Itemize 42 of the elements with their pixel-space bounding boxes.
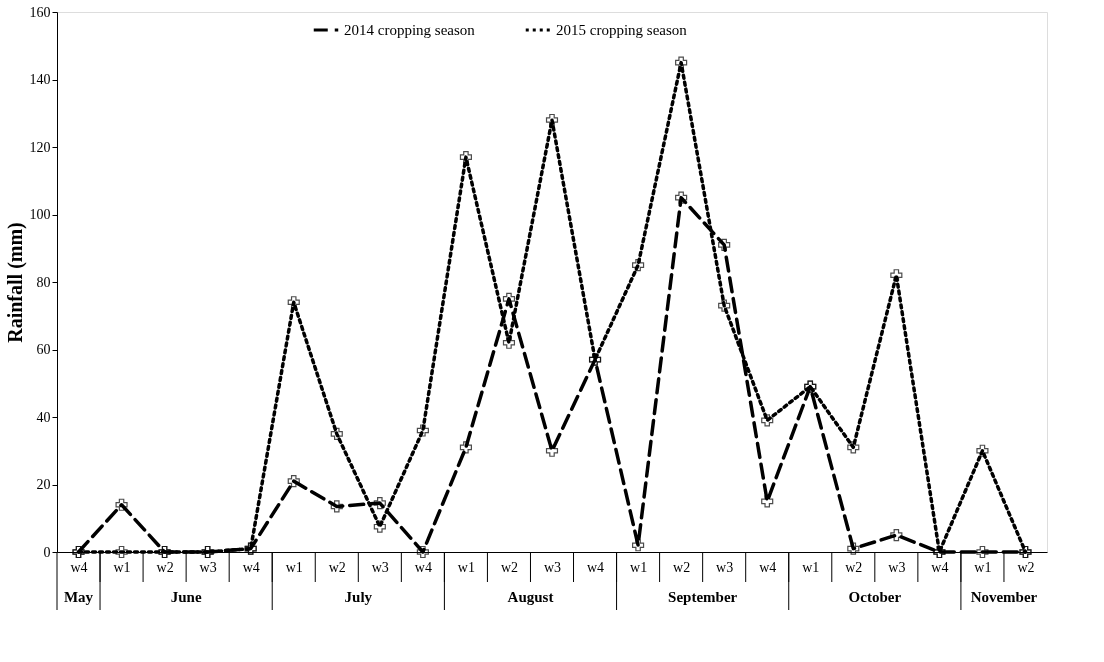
x-tick-label: w4 <box>759 559 777 575</box>
x-tick-label: w3 <box>371 559 389 575</box>
text: June <box>170 589 202 605</box>
x-tick-label: w3 <box>888 559 906 575</box>
y-tick-label: 20 <box>36 477 51 492</box>
x-tick-label: w4 <box>414 559 432 575</box>
legend-label: 2015 cropping season <box>556 22 688 38</box>
x-tick-label: w3 <box>199 559 217 575</box>
y-tick-label: 0 <box>43 544 51 560</box>
x-tick-label: w1 <box>630 559 648 575</box>
x-tick-label: w4 <box>242 559 260 575</box>
x-tick-label: w1 <box>974 559 992 575</box>
x-tick-label: w4 <box>586 559 605 575</box>
y-tick-label: 80 <box>36 274 51 290</box>
y-tick-label: 60 <box>36 342 51 357</box>
x-tick-label: w2 <box>1017 559 1035 575</box>
text: October <box>848 589 902 605</box>
x-tick-label: w1 <box>802 559 820 575</box>
y-tick-label: 140 <box>29 72 51 87</box>
x-tick-label: w3 <box>543 559 562 575</box>
x-tick-label: w1 <box>113 559 131 575</box>
x-tick-label: w3 <box>716 559 734 575</box>
text: September <box>668 589 738 605</box>
x-tick-label: w2 <box>156 559 174 575</box>
x-tick-label: w2 <box>500 559 519 575</box>
y-tick-label: 100 <box>29 207 51 222</box>
text: July <box>344 589 373 605</box>
y-tick-label: 40 <box>36 409 51 425</box>
legend-label: 2014 cropping season <box>344 22 476 38</box>
x-tick-label: w2 <box>673 559 691 575</box>
y-tick-label: 160 <box>29 4 51 20</box>
text: November <box>970 589 1038 605</box>
text: August <box>507 589 554 605</box>
text: May <box>63 589 94 605</box>
y-axis-title: Rainfall (mm) <box>3 222 27 343</box>
x-tick-label: w1 <box>285 559 303 575</box>
y-tick-label: 120 <box>29 139 51 155</box>
x-tick-label: w2 <box>845 559 863 575</box>
x-tick-label: w1 <box>457 559 475 575</box>
x-tick-label: w2 <box>328 559 346 575</box>
x-tick-label: w4 <box>931 559 949 575</box>
x-tick-label: w4 <box>70 559 88 575</box>
